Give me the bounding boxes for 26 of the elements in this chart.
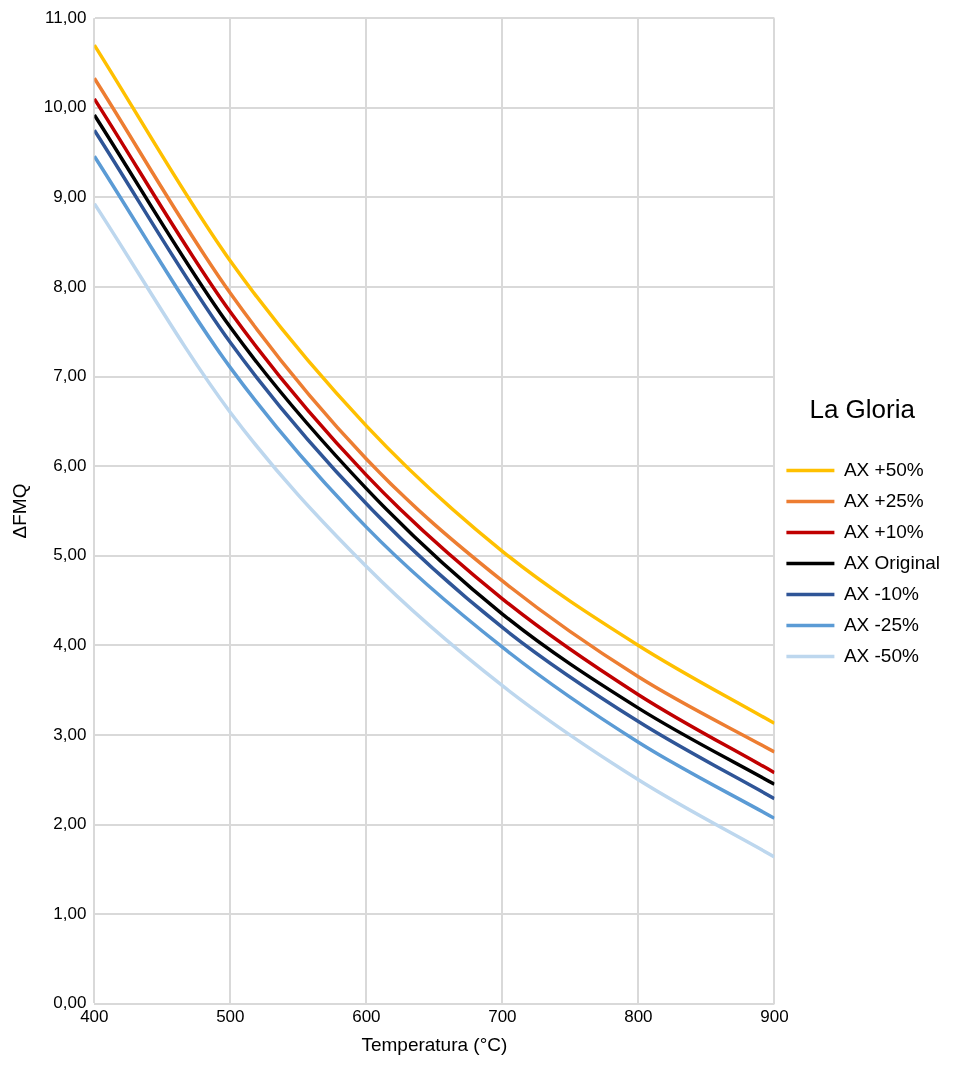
y-tick-label: 10,00 [43, 97, 87, 117]
legend-label: AX -25% [843, 613, 919, 635]
y-tick-label: 7,00 [53, 366, 87, 386]
legend-label: AX -50% [843, 644, 919, 666]
legend-label: AX +50% [843, 458, 924, 480]
y-tick-label: 3,00 [53, 724, 87, 744]
y-tick-label: 11,00 [45, 7, 87, 27]
y-tick-label: 6,00 [53, 455, 87, 475]
y-tick-label: 2,00 [53, 814, 87, 834]
legend-label: AX +25% [843, 489, 924, 511]
y-tick-label: 8,00 [53, 276, 87, 296]
legend-label: AX Original [843, 551, 941, 573]
y-tick-label: 4,00 [53, 635, 87, 655]
x-axis-title: Temperatura (°C) [361, 1033, 508, 1055]
legend-title: La Gloria [809, 394, 916, 425]
y-tick-label: 1,00 [53, 903, 87, 923]
x-tick-label: 700 [488, 1006, 517, 1026]
x-tick-label: 600 [352, 1006, 381, 1026]
x-tick-label: 900 [760, 1006, 789, 1026]
y-tick-label: 5,00 [53, 545, 87, 565]
legend-label: AX +10% [843, 520, 924, 542]
y-tick-label: 9,00 [53, 187, 87, 207]
x-tick-label: 500 [216, 1006, 245, 1026]
legend-label: AX -10% [843, 582, 919, 604]
y-axis-title: ΔFMQ [8, 483, 30, 539]
x-tick-label: 800 [624, 1006, 653, 1026]
